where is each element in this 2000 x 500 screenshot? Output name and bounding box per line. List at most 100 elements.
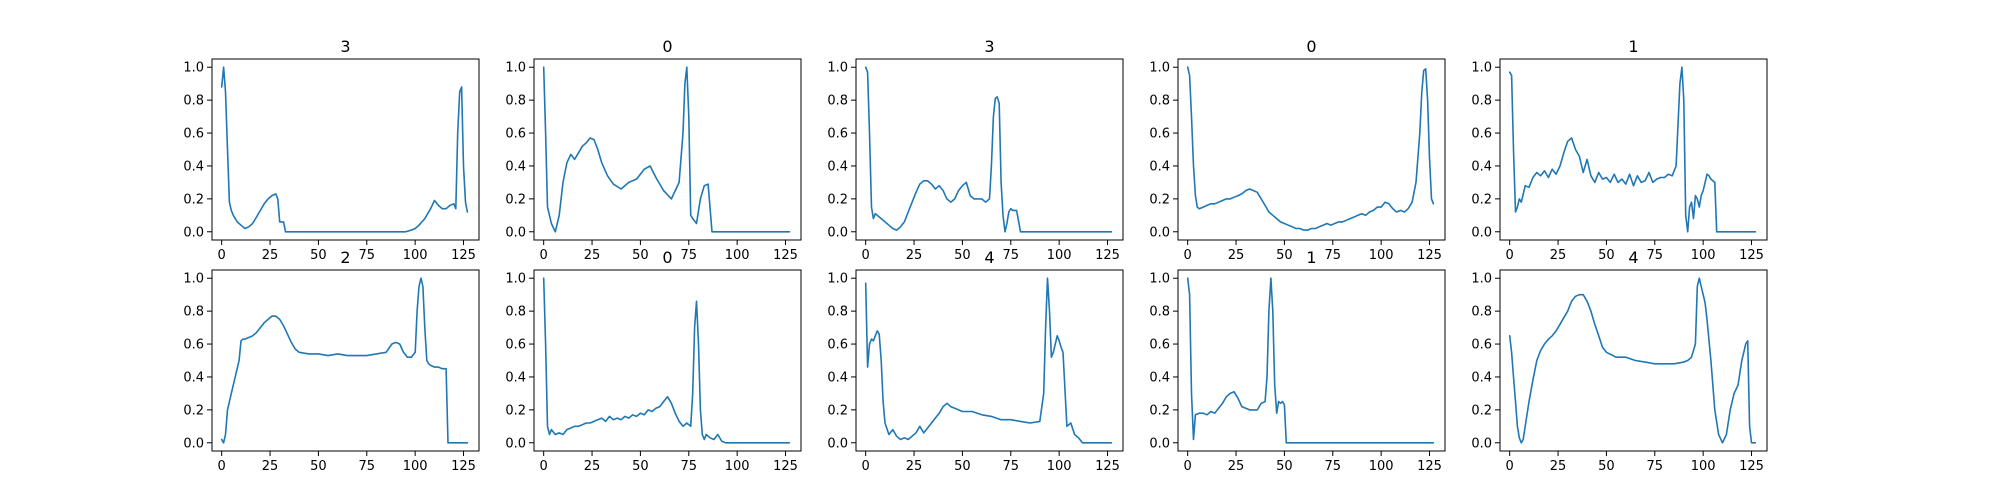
- y-tick-label: 0.8: [183, 305, 204, 320]
- y-tick-label: 0.8: [1149, 94, 1170, 109]
- x-tick-label: 50: [310, 459, 327, 474]
- x-tick-label: 0: [540, 459, 548, 474]
- y-tick-label: 0.2: [1149, 403, 1170, 418]
- y-tick-label: 0.6: [1149, 338, 1170, 353]
- y-tick-label: 1.0: [827, 272, 848, 287]
- y-tick-label: 0.4: [505, 159, 526, 174]
- y-tick-label: 0.8: [827, 305, 848, 320]
- axes-frame: [1177, 269, 1446, 452]
- axes-frame: [855, 269, 1124, 452]
- x-tick-label: 0: [218, 459, 226, 474]
- x-tick-label: 50: [310, 248, 327, 263]
- y-tick-label: 1.0: [827, 61, 848, 76]
- x-tick-label: 25: [906, 248, 923, 263]
- x-tick-label: 100: [1691, 248, 1716, 263]
- x-tick-label: 125: [1095, 459, 1120, 474]
- y-tick-label: 0.8: [1149, 305, 1170, 320]
- x-tick-label: 50: [632, 248, 649, 263]
- subplot-3: 0 25 50 75 100 125 0.0 0.2 0.4 0.6 0.8 1.0 3: [827, 37, 1124, 263]
- y-tick-label: 0.2: [505, 192, 526, 207]
- x-tick-label: 0: [1184, 459, 1192, 474]
- y-tick-label: 0.6: [1471, 338, 1492, 353]
- y-tick-label: 0.6: [183, 127, 204, 142]
- subplot-title: 2: [340, 248, 350, 267]
- x-tick-label: 0: [862, 459, 870, 474]
- y-tick-label: 0.6: [505, 127, 526, 142]
- axes-frame: [1499, 269, 1768, 452]
- y-tick-label: 0.4: [505, 370, 526, 385]
- subplot-9: 0 25 50 75 100 125 0.0 0.2 0.4 0.6 0.8 1.0 1: [1149, 248, 1446, 474]
- y-tick-label: 0.0: [1149, 225, 1170, 240]
- x-tick-label: 100: [725, 248, 750, 263]
- y-tick-label: 0.4: [1471, 370, 1492, 385]
- x-tick-label: 75: [359, 248, 376, 263]
- subplot-title: 0: [662, 248, 672, 267]
- series-line: [1508, 66, 1757, 233]
- y-tick-label: 1.0: [505, 272, 526, 287]
- series-line: [220, 277, 469, 444]
- x-tick-label: 125: [1739, 459, 1764, 474]
- x-tick-label: 25: [584, 459, 601, 474]
- y-tick-label: 0.0: [1149, 436, 1170, 451]
- y-tick-label: 0.6: [827, 338, 848, 353]
- x-tick-label: 50: [1598, 248, 1615, 263]
- x-tick-label: 75: [1647, 459, 1664, 474]
- x-tick-label: 25: [906, 459, 923, 474]
- x-tick-label: 50: [1276, 248, 1293, 263]
- x-tick-label: 25: [1550, 459, 1567, 474]
- series-line: [864, 66, 1113, 233]
- y-tick-label: 0.4: [1471, 159, 1492, 174]
- subplot-7: 0 25 50 75 100 125 0.0 0.2 0.4 0.6 0.8 1.0 0: [505, 248, 802, 474]
- x-tick-label: 100: [725, 459, 750, 474]
- y-tick-label: 0.0: [1471, 225, 1492, 240]
- axes-frame: [533, 269, 802, 452]
- y-tick-label: 0.2: [505, 403, 526, 418]
- x-tick-label: 0: [1184, 248, 1192, 263]
- y-tick-label: 0.4: [1149, 370, 1170, 385]
- x-tick-label: 125: [451, 248, 476, 263]
- series-line: [1508, 277, 1757, 444]
- subplot-5: 0 25 50 75 100 125 0.0 0.2 0.4 0.6 0.8 1.0 1: [1471, 37, 1768, 263]
- x-tick-label: 0: [862, 248, 870, 263]
- y-tick-label: 0.0: [827, 436, 848, 451]
- y-tick-label: 0.2: [183, 192, 204, 207]
- y-tick-label: 0.0: [505, 436, 526, 451]
- y-tick-label: 0.0: [505, 225, 526, 240]
- y-tick-label: 1.0: [183, 272, 204, 287]
- x-tick-label: 50: [1276, 459, 1293, 474]
- y-tick-label: 0.8: [1471, 305, 1492, 320]
- x-tick-label: 100: [1047, 459, 1072, 474]
- y-tick-label: 1.0: [1149, 61, 1170, 76]
- x-tick-label: 25: [1228, 459, 1245, 474]
- x-tick-label: 125: [1095, 248, 1120, 263]
- x-tick-label: 50: [632, 459, 649, 474]
- y-tick-label: 0.4: [827, 159, 848, 174]
- y-tick-label: 0.8: [505, 305, 526, 320]
- x-tick-label: 100: [1369, 248, 1394, 263]
- y-tick-label: 0.2: [827, 403, 848, 418]
- y-tick-label: 0.8: [183, 94, 204, 109]
- series-line: [220, 66, 469, 233]
- y-tick-label: 0.2: [1149, 192, 1170, 207]
- x-tick-label: 100: [1047, 248, 1072, 263]
- y-tick-label: 0.2: [827, 192, 848, 207]
- x-tick-label: 125: [1739, 248, 1764, 263]
- y-tick-label: 0.4: [827, 370, 848, 385]
- x-tick-label: 50: [954, 248, 971, 263]
- x-tick-label: 75: [1325, 248, 1342, 263]
- x-tick-label: 0: [1506, 248, 1514, 263]
- axes-frame: [533, 58, 802, 241]
- y-tick-label: 0.8: [505, 94, 526, 109]
- subplot-title: 4: [984, 248, 994, 267]
- x-tick-label: 25: [262, 459, 279, 474]
- y-tick-label: 0.8: [827, 94, 848, 109]
- y-tick-label: 1.0: [1471, 61, 1492, 76]
- x-tick-label: 75: [681, 459, 698, 474]
- x-tick-label: 100: [403, 459, 428, 474]
- y-tick-label: 0.4: [183, 159, 204, 174]
- x-tick-label: 100: [403, 248, 428, 263]
- y-tick-label: 0.2: [1471, 192, 1492, 207]
- series-line: [542, 277, 791, 444]
- x-tick-label: 0: [1506, 459, 1514, 474]
